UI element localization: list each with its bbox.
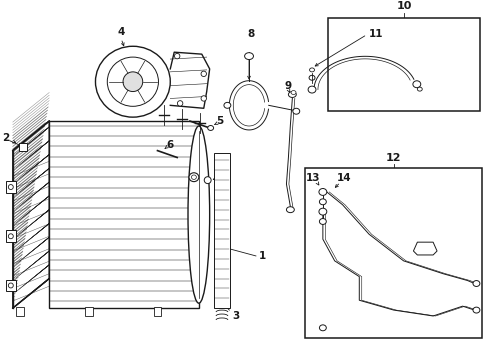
Text: 10: 10 (396, 1, 411, 11)
Ellipse shape (244, 53, 253, 59)
Ellipse shape (188, 173, 199, 182)
Bar (84, 307, 92, 316)
Ellipse shape (290, 91, 295, 95)
Text: 4: 4 (117, 27, 124, 37)
Text: 8: 8 (247, 30, 254, 40)
Bar (305, 168, 481, 338)
Bar (6, 230, 16, 242)
Text: 11: 11 (368, 30, 383, 40)
Ellipse shape (308, 75, 314, 80)
Ellipse shape (318, 208, 326, 215)
Ellipse shape (412, 81, 420, 88)
Ellipse shape (319, 219, 325, 224)
Bar (153, 307, 161, 316)
Text: 6: 6 (166, 140, 174, 150)
Ellipse shape (472, 280, 479, 287)
Ellipse shape (224, 102, 230, 108)
Ellipse shape (95, 46, 170, 117)
Ellipse shape (8, 283, 13, 288)
Ellipse shape (107, 57, 158, 106)
Polygon shape (13, 121, 49, 308)
Ellipse shape (207, 126, 213, 130)
Ellipse shape (309, 68, 314, 72)
Ellipse shape (292, 108, 299, 114)
Text: 1: 1 (259, 251, 266, 261)
Ellipse shape (286, 207, 294, 213)
Ellipse shape (319, 199, 325, 205)
Text: 13: 13 (305, 173, 320, 183)
Ellipse shape (201, 96, 206, 101)
Text: 12: 12 (385, 153, 401, 163)
Bar (49, 121, 199, 308)
Ellipse shape (8, 185, 13, 189)
Text: 5: 5 (215, 116, 223, 126)
Text: 9: 9 (285, 81, 291, 91)
Bar (327, 18, 479, 111)
Polygon shape (170, 52, 209, 108)
Bar (19, 143, 26, 150)
Ellipse shape (187, 126, 209, 303)
Ellipse shape (191, 175, 196, 179)
Ellipse shape (288, 91, 296, 98)
Bar (6, 280, 16, 291)
Ellipse shape (319, 325, 325, 331)
Ellipse shape (177, 101, 183, 106)
Bar (6, 181, 16, 193)
Text: 14: 14 (337, 173, 351, 183)
Ellipse shape (307, 86, 315, 93)
Bar (213, 153, 230, 308)
Ellipse shape (318, 189, 326, 195)
Ellipse shape (472, 307, 479, 313)
Ellipse shape (123, 72, 142, 91)
Polygon shape (412, 242, 436, 255)
Text: 2: 2 (2, 133, 10, 143)
Ellipse shape (174, 53, 180, 59)
Ellipse shape (8, 234, 13, 239)
Bar (16, 307, 23, 316)
Ellipse shape (204, 177, 211, 184)
Text: 7: 7 (190, 181, 197, 191)
Ellipse shape (201, 71, 206, 77)
Ellipse shape (416, 87, 421, 91)
Text: 2: 2 (221, 173, 228, 183)
Text: 3: 3 (232, 311, 240, 321)
